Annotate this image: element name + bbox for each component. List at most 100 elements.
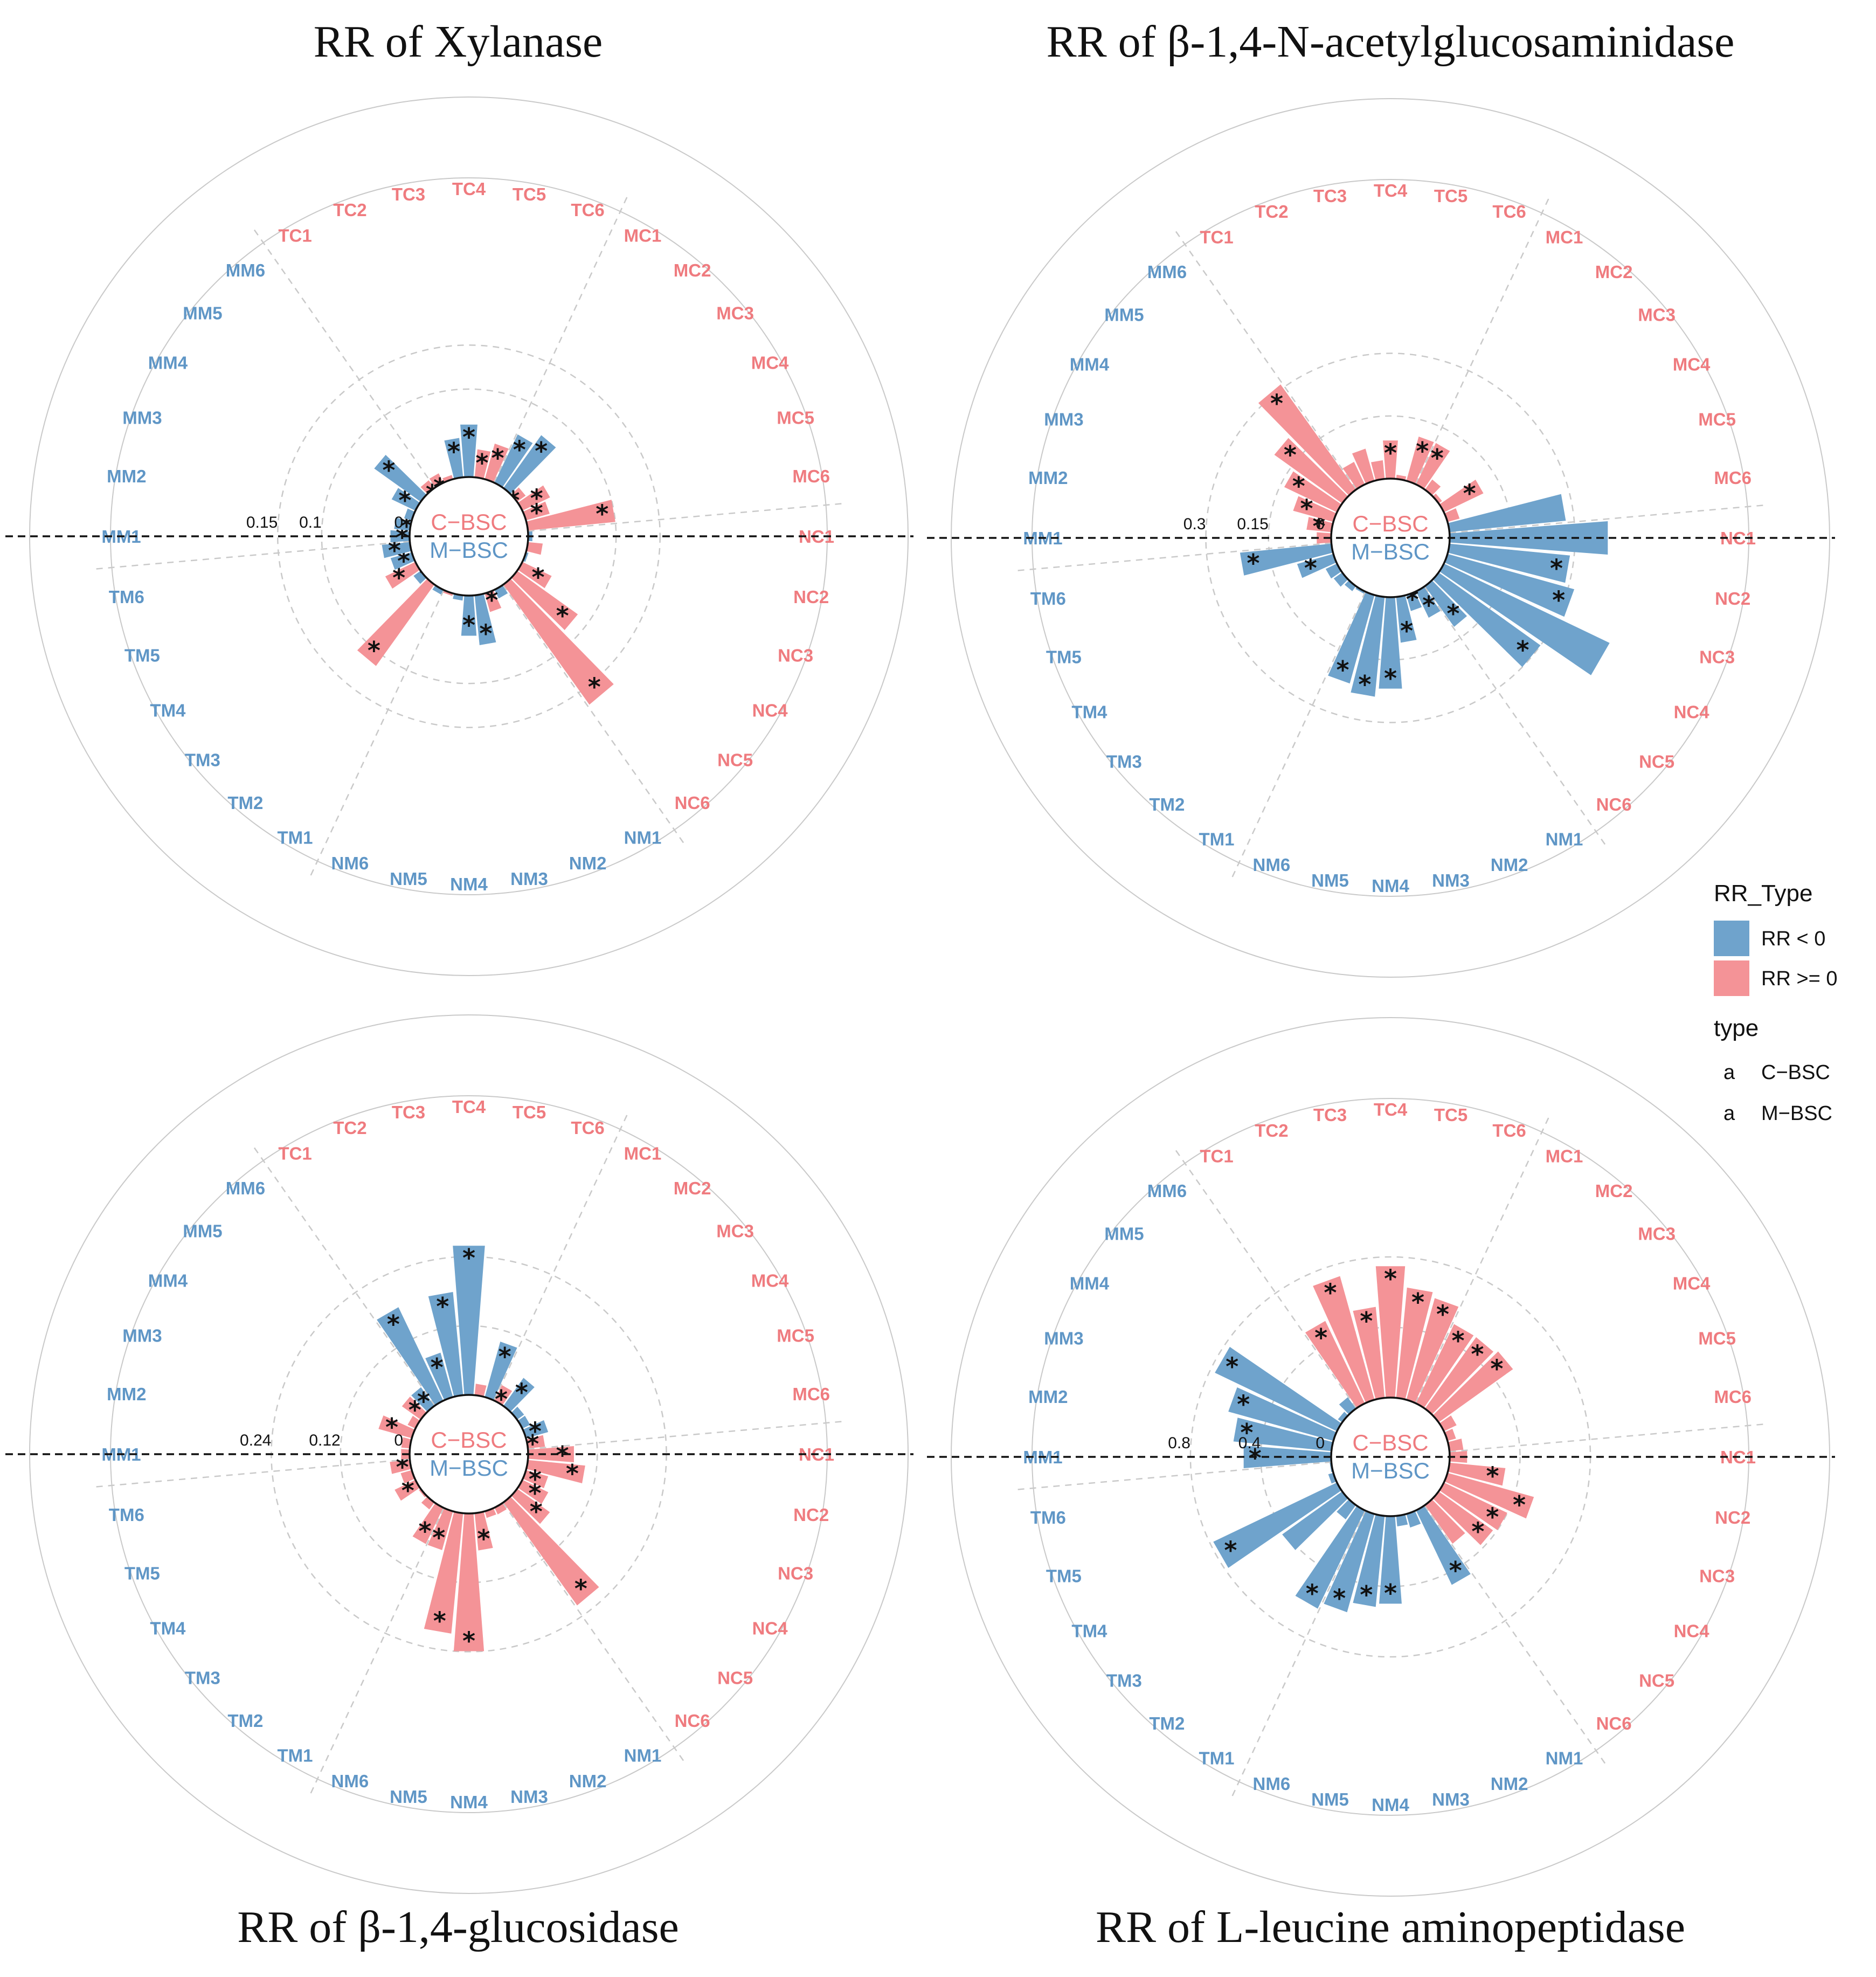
spoke-0 (252, 1144, 435, 1406)
category-label-tm1: TM1 (1199, 1748, 1235, 1768)
bar-tm1 (432, 585, 444, 595)
category-label-nc4: NC4 (1674, 702, 1710, 722)
bar-mm2 (1233, 1418, 1333, 1451)
bar-tc4 (453, 1246, 485, 1395)
bar-mm2 (394, 517, 412, 531)
category-label-nm6: NM6 (331, 1771, 369, 1791)
bar-mc6 (526, 1435, 545, 1449)
bar-mm3 (378, 1415, 415, 1439)
category-label-tm3: TM3 (1106, 752, 1142, 772)
significance-star-tm1: * (419, 1517, 432, 1546)
axis-tick-label-2: 0 (1316, 515, 1325, 533)
category-label-nm2: NM2 (569, 1771, 607, 1791)
bar-series: * * ******************* (1240, 384, 1610, 699)
significance-star-nc3: * (1552, 586, 1565, 615)
bar-tc2 (425, 1352, 453, 1400)
category-label-tc6: TC6 (571, 1118, 604, 1138)
category-label-mm5: MM5 (1104, 1223, 1144, 1243)
category-label-nc2: NC2 (1715, 589, 1750, 609)
spoke-opposite-0 (502, 584, 686, 846)
category-label-nm1: NM1 (1546, 1748, 1583, 1768)
bar-mc1 (1416, 1324, 1474, 1408)
significance-star-nm3: * (477, 1524, 490, 1553)
significance-star-mm1: * (1249, 1443, 1262, 1473)
bar-mc4 (517, 485, 550, 511)
bar-mc1 (1416, 443, 1450, 489)
category-label-mc2: MC2 (674, 260, 711, 280)
significance-star-tc3: * (447, 437, 460, 466)
category-label-mc4: MC4 (751, 353, 789, 373)
bar-mm5 (1274, 438, 1348, 503)
category-label-tc2: TC2 (1255, 1121, 1288, 1140)
category-label-tm5: TM5 (1046, 647, 1082, 667)
significance-star-tm4: * (1224, 1536, 1237, 1565)
significance-star-mm3: * (385, 1413, 398, 1442)
spoke-opposite-0 (1424, 586, 1608, 848)
category-label-tm4: TM4 (150, 1619, 186, 1639)
significance-star-nm5: * (1358, 670, 1371, 699)
category-label-mc6: MC6 (1714, 1387, 1752, 1407)
category-label-mm6: MM6 (1147, 1181, 1187, 1201)
bar-nc3 (523, 1470, 549, 1489)
category-label-nc2: NC2 (793, 587, 829, 607)
bar-tm4 (385, 562, 420, 589)
category-label-mc3: MC3 (716, 303, 754, 323)
bar-nc6 (1425, 580, 1467, 627)
category-label-tm4: TM4 (1071, 702, 1107, 722)
category-label-tm2: TM2 (1149, 794, 1185, 814)
significance-star-nc6: * (1446, 599, 1459, 628)
legend-label-rr-negative: RR < 0 (1761, 928, 1825, 950)
bar-nm1 (1416, 1505, 1471, 1585)
category-label-nc4: NC4 (1674, 1621, 1710, 1641)
significance-star-tc5: * (1411, 1288, 1424, 1317)
category-label-mc5: MC5 (777, 1325, 814, 1345)
bar-nc5 (1432, 572, 1541, 667)
category-label-mm3: MM3 (1044, 1328, 1083, 1348)
category-label-tc2: TC2 (333, 200, 366, 220)
bar-nc4 (1439, 1482, 1507, 1530)
significance-star-tc3: * (436, 1292, 449, 1321)
category-label-nm1: NM1 (1546, 829, 1583, 849)
category-label-tc6: TC6 (1492, 202, 1526, 222)
significance-star-nc5: * (556, 602, 569, 631)
category-label-mm6: MM6 (226, 1178, 265, 1198)
bar-mm6 (411, 1387, 434, 1412)
significance-star-mc2: * (1471, 1340, 1484, 1369)
outer-ring-1 (951, 98, 1830, 978)
bar-tm1 (412, 1503, 444, 1544)
bar-mm5 (401, 1397, 427, 1420)
spoke-2 (309, 1508, 445, 1796)
significance-star-tc4: * (462, 1243, 475, 1273)
significance-star-nm4: * (462, 611, 475, 640)
significance-star-nc4: * (1486, 1502, 1499, 1531)
panel-glucosidase: RR of β-1,4-glucosidase****** *** ********… (5, 1014, 913, 1952)
category-label-tc1: TC1 (1200, 1146, 1233, 1166)
category-label-mc1: MC1 (624, 225, 662, 245)
bar-nc6 (503, 578, 614, 705)
category-label-tc6: TC6 (571, 200, 604, 220)
category-label-nm2: NM2 (569, 853, 607, 873)
significance-star-tc1: * (1314, 1323, 1327, 1352)
category-label-mc6: MC6 (792, 466, 830, 486)
spoke-0 (1173, 228, 1357, 490)
significance-star-nm3: * (1400, 617, 1413, 646)
category-label-nm5: NM5 (1311, 1789, 1349, 1809)
bar-tm2 (1337, 1499, 1356, 1519)
bar-tm2 (357, 578, 434, 666)
bar-mc2 (1425, 479, 1441, 496)
category-label-nm6: NM6 (1253, 855, 1291, 875)
bar-tm6 (382, 542, 412, 558)
bar-nm4 (1379, 1516, 1402, 1604)
category-label-tc5: TC5 (513, 1102, 546, 1122)
significance-star-mm3: * (1237, 1390, 1250, 1419)
category-label-nm3: NM3 (1432, 870, 1470, 890)
significance-star-nm5: * (1360, 1580, 1373, 1609)
bar-nc2 (526, 1460, 585, 1483)
category-label-nm6: NM6 (1253, 1774, 1291, 1794)
significance-star-tc1: * (387, 1310, 400, 1339)
chart-title: RR of Xylanase (314, 17, 603, 67)
significance-star-mm4: * (1292, 472, 1305, 501)
significance-star-mc2: * (535, 437, 548, 466)
chart-title: RR of L-leucine aminopeptidase (1096, 1902, 1685, 1952)
center-label-c-bsc: C−BSC (431, 1427, 507, 1453)
